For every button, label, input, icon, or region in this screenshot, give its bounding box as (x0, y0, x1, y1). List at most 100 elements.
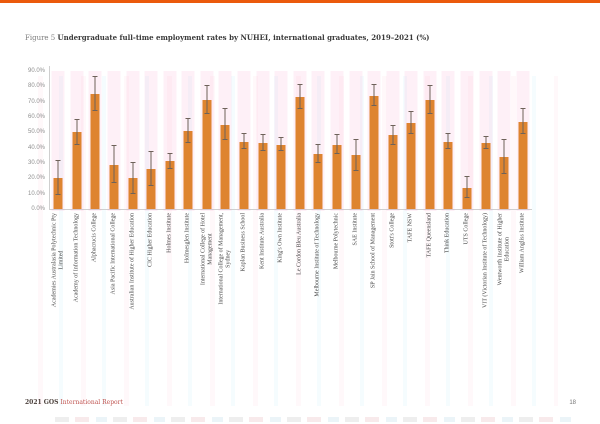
bar (499, 156, 509, 209)
category-label: King's Own Institute (277, 213, 284, 263)
bar-slot (86, 71, 105, 211)
error-cap-bottom (204, 112, 210, 114)
bar (220, 124, 230, 209)
error-cap-top (353, 139, 358, 140)
error-bar (522, 109, 524, 134)
bar-slot (49, 71, 68, 211)
category-label-slot: Holmes Institute (160, 213, 179, 365)
bar (351, 155, 360, 209)
error-cap-top (501, 139, 507, 140)
bar-slot (383, 71, 402, 211)
error-bar (262, 135, 264, 151)
category-label-slot: Think Education (439, 213, 458, 365)
category-label-slot: SAE Institute (346, 213, 365, 365)
bar-slot (439, 71, 458, 211)
category-label: Alphacrucis College (92, 213, 99, 263)
category-label: Holmes Institute (166, 213, 173, 253)
top-accent-line (0, 0, 600, 3)
category-label-slot: Asia Pacific International College (105, 213, 124, 365)
error-cap-bottom (501, 172, 507, 174)
bar-slot (291, 71, 310, 211)
category-label-slot: Holmesglen Institute (179, 213, 198, 365)
bar-halo (126, 71, 140, 211)
figure-title-label: Figure 5 (25, 34, 56, 42)
category-label-slot: SP Jain School of Management (365, 213, 384, 365)
error-cap-bottom (390, 143, 396, 145)
ytick-label: 20.0% (27, 175, 45, 182)
category-label-slot: Australian Institute of Higher Education (123, 213, 142, 365)
bar (388, 135, 398, 209)
bar (276, 144, 286, 209)
error-bar (76, 120, 78, 145)
bar-halo (51, 71, 65, 211)
error-cap-bottom (371, 105, 377, 107)
bar (425, 100, 435, 209)
bar-slot (235, 71, 254, 211)
error-cap-top (315, 143, 321, 145)
bar-slot (476, 71, 495, 211)
bar-slot (513, 71, 532, 211)
ytick-label: 90.0% (27, 68, 45, 74)
ytick-label: 50.0% (27, 129, 45, 136)
category-label-slot: Wentworth Institute of Higher Education (495, 213, 514, 365)
error-cap-top (334, 134, 340, 136)
x-axis-line (49, 209, 532, 210)
category-label-slot: International College of Management, Syd… (216, 213, 235, 365)
page-number: 18 (569, 400, 576, 406)
error-bar (206, 86, 208, 114)
category-label: Melbourne Institute of Technology (315, 213, 322, 297)
error-cap-bottom (167, 168, 173, 170)
category-label: TAFE Queensland (426, 213, 433, 258)
error-bar (169, 153, 171, 170)
category-label-slot: TAFE NSW (402, 213, 421, 365)
category-label: Le Cordon Bleu Australia (296, 213, 303, 275)
category-label-slot: Kent Institute Australia (253, 213, 272, 365)
category-label-slot: Stott's College (383, 213, 402, 365)
error-cap-bottom (241, 148, 247, 150)
error-cap-top (260, 134, 266, 136)
error-cap-top (92, 76, 98, 78)
category-label-slot: TAFE Queensland (421, 213, 440, 365)
error-cap-bottom (315, 162, 321, 163)
bar-slot (365, 71, 384, 211)
category-label-slot: VIT (Victorian Institute of Technology) (476, 213, 495, 365)
error-cap-top (278, 137, 284, 139)
error-cap-bottom (92, 109, 98, 111)
bar (183, 130, 193, 209)
bottom-artifact-band (55, 417, 575, 422)
category-label-slot: Kaplan Business School (235, 213, 254, 365)
error-cap-bottom (185, 142, 191, 144)
error-cap-bottom (353, 169, 358, 171)
bar (239, 141, 249, 209)
error-cap-top (297, 83, 303, 85)
error-bar (113, 146, 115, 183)
bar-slot (253, 71, 272, 211)
bar (202, 100, 212, 209)
ytick-label: 30.0% (27, 160, 45, 166)
bar-slot (495, 71, 514, 211)
category-label-slot: Alphacrucis College (86, 213, 105, 365)
error-cap-bottom (445, 148, 451, 150)
category-label: Academy of Information Technology (73, 213, 80, 303)
footer-report-name: International Report (60, 399, 123, 406)
error-cap-top (445, 132, 451, 134)
bar (518, 121, 528, 209)
error-cap-top (74, 119, 80, 121)
y-axis-labels: 90.0% 80.0% 70.0% 60.0% 50.0% 40.0% 30.0% 20.0%… (18, 68, 45, 217)
error-cap-top (111, 145, 117, 147)
error-cap-bottom (130, 192, 136, 194)
bar-slot (272, 71, 291, 211)
bar-slot (328, 71, 347, 211)
category-label: CIC Higher Education (147, 213, 154, 267)
bar (481, 143, 491, 209)
category-label: UTS College (463, 213, 470, 245)
category-label-slot: King's Own Institute (272, 213, 291, 365)
bar-slot (402, 71, 421, 211)
error-cap-bottom (111, 181, 117, 183)
ytick-label: 40.0% (27, 144, 45, 151)
category-label-slot: William Angliss Institute (513, 213, 532, 365)
error-cap-bottom (297, 108, 303, 110)
error-cap-top (148, 151, 154, 153)
bar (258, 143, 268, 209)
